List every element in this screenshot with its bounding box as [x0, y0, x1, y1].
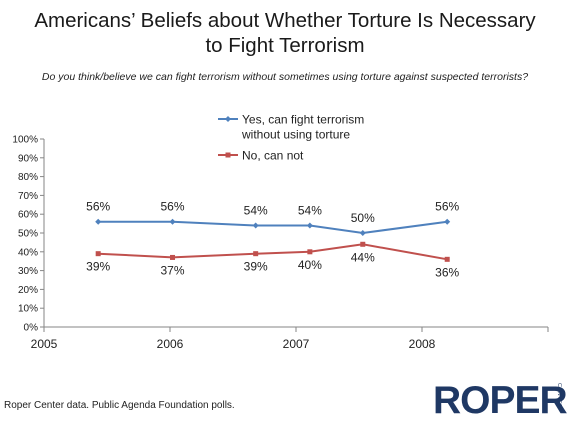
- y-tick-label: 90%: [18, 153, 38, 164]
- data-label: 36%: [435, 265, 459, 279]
- logo-subtext: CENTER: [556, 383, 562, 409]
- y-tick-label: 70%: [18, 191, 38, 202]
- series-line-1: [98, 220, 448, 235]
- data-point-marker: [306, 222, 313, 229]
- y-tick-label: 100%: [12, 135, 38, 146]
- data-label: 50%: [351, 211, 375, 225]
- data-label: 56%: [435, 200, 459, 214]
- y-tick-label: 50%: [18, 229, 38, 240]
- source-note: Roper Center data. Public Agenda Foundat…: [4, 400, 235, 411]
- data-label: 44%: [351, 250, 375, 264]
- data-label: 56%: [86, 200, 110, 214]
- data-point-marker: [444, 218, 451, 225]
- data-label: 39%: [86, 260, 110, 274]
- x-tick-label: 2005: [31, 337, 58, 351]
- data-point-marker: [359, 230, 366, 236]
- x-tick-label: 2007: [283, 337, 310, 351]
- legend-label: No, can not: [242, 149, 304, 163]
- y-tick-label: 40%: [18, 247, 38, 258]
- series-line-2: [98, 243, 448, 261]
- y-tick-label: 0%: [24, 323, 39, 334]
- chart-title: Americans’ Beliefs about Whether Torture…: [0, 8, 570, 58]
- legend-marker: [225, 116, 231, 122]
- y-tick-label: 20%: [18, 285, 38, 296]
- data-label: 54%: [244, 203, 268, 217]
- legend-marker: [225, 152, 231, 158]
- x-tick-label: 2006: [157, 337, 184, 351]
- data-point-marker: [95, 251, 101, 257]
- chart-title-line-2: to Fight Terrorism: [205, 34, 365, 57]
- data-point-marker: [444, 256, 450, 262]
- logo-wordmark: ROPER: [433, 379, 568, 422]
- roper-center-logo: ROPER CENTER: [433, 379, 568, 422]
- data-point-marker: [252, 222, 259, 229]
- data-label: 39%: [244, 260, 268, 274]
- chart-title-line-1: Americans’ Beliefs about Whether Torture…: [34, 9, 536, 32]
- x-tick-label: 2008: [409, 337, 436, 351]
- data-point-marker: [170, 254, 176, 260]
- y-tick-label: 10%: [18, 304, 38, 315]
- data-point-marker: [169, 218, 176, 225]
- data-label: 37%: [161, 263, 185, 277]
- data-point-marker: [307, 249, 313, 255]
- data-label: 56%: [161, 200, 185, 214]
- y-tick-label: 80%: [18, 172, 38, 183]
- data-label: 40%: [298, 258, 322, 272]
- chart-subtitle: Do you think/believe we can fight terror…: [41, 71, 529, 83]
- data-label: 54%: [298, 203, 322, 217]
- y-tick-label: 60%: [18, 210, 38, 221]
- data-point-marker: [253, 251, 259, 257]
- data-point-marker: [95, 218, 102, 225]
- y-tick-label: 30%: [18, 266, 38, 277]
- data-point-marker: [360, 241, 366, 247]
- legend-label: without using torture: [241, 128, 350, 142]
- legend-label: Yes, can fight terrorism: [242, 113, 364, 127]
